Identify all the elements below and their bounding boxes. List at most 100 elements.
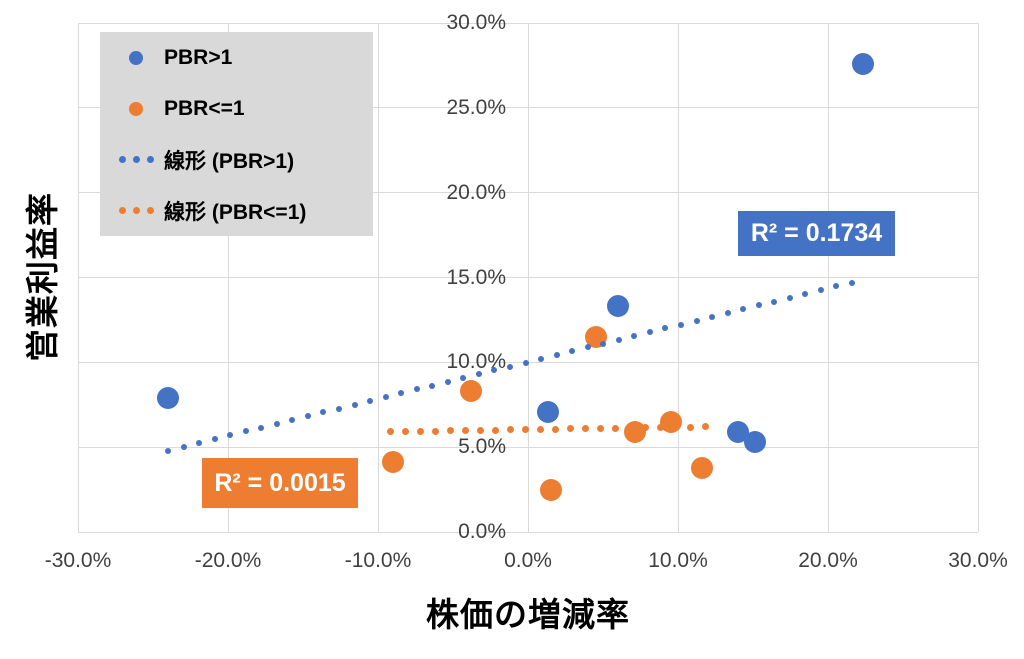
y-tick-label: 25.0%	[446, 95, 506, 119]
scatter-point-pbr-gt1	[851, 52, 874, 75]
scatter-point-pbr-gt1	[743, 431, 766, 454]
h-gridline	[78, 192, 978, 194]
trendline-dot-pbr-le1	[641, 424, 649, 432]
scatter-point-pbr-gt1	[157, 386, 179, 409]
trendline-dot-pbr-le1	[416, 427, 424, 435]
y-tick-label: 15.0%	[446, 265, 506, 289]
h-gridline	[78, 277, 978, 278]
y-axis-title: 営業利益率	[24, 192, 61, 362]
trendline-dot-pbr-le1	[566, 425, 574, 433]
trendline-dot-pbr-le1	[536, 425, 544, 433]
trendline-dot-pbr-le1	[626, 424, 634, 432]
legend-item-2: 線形 (PBR>1)	[100, 134, 373, 185]
trendline-dot-pbr-gt1	[786, 294, 793, 301]
trendline-dot-pbr-gt1	[336, 405, 342, 412]
trendline-dot-pbr-gt1	[833, 283, 840, 290]
trendline-dot-pbr-gt1	[180, 443, 187, 450]
trendline-dot-pbr-le1	[401, 428, 409, 436]
trendline-dot-pbr-gt1	[460, 375, 467, 382]
trendline-dot-pbr-gt1	[709, 313, 716, 320]
trendline-dot-pbr-le1	[671, 423, 679, 431]
trendline-dot-pbr-gt1	[242, 428, 249, 435]
trendline-dot-pbr-gt1	[491, 367, 498, 374]
x-tick-label: 20.0%	[798, 549, 858, 572]
trendline-dot-pbr-gt1	[273, 420, 280, 427]
r2-label-pbr-le1: R² = 0.0015	[202, 458, 358, 508]
x-tick-label: 0.0%	[504, 549, 552, 572]
h-gridline	[78, 446, 978, 448]
legend-marker-dot	[118, 156, 126, 163]
trendline-dot-pbr-le1	[506, 426, 514, 434]
trendline-dot-pbr-gt1	[755, 302, 762, 309]
legend-marker-dot	[129, 101, 143, 116]
trendline-dot-pbr-le1	[476, 426, 484, 434]
trendline-dot-pbr-gt1	[678, 321, 684, 328]
trendline-dot-pbr-le1	[461, 427, 469, 435]
trendline-dot-pbr-gt1	[662, 325, 669, 332]
legend-item-3: 線形 (PBR<=1)	[100, 185, 373, 236]
h-gridline	[78, 107, 978, 109]
trendline-dot-pbr-gt1	[569, 348, 576, 355]
trendline-dot-pbr-gt1	[367, 397, 374, 404]
legend-item-0: PBR>1	[100, 32, 373, 83]
legend-marker-dot	[129, 50, 143, 65]
x-tick-label: -10.0%	[344, 549, 412, 572]
scatter-point-pbr-le1	[460, 380, 482, 403]
trendline-dot-pbr-gt1	[258, 424, 265, 431]
trendline-dot-pbr-gt1	[817, 287, 824, 294]
scatter-point-pbr-gt1	[536, 400, 559, 423]
legend-circle-marker	[108, 50, 164, 65]
x-axis-title: 株価の増減率	[426, 596, 630, 633]
trendline-dot-pbr-gt1	[693, 317, 700, 324]
y-tick-label: 10.0%	[446, 350, 506, 374]
trendline-dot-pbr-gt1	[771, 298, 778, 305]
y-tick-label: 0.0%	[458, 520, 506, 543]
trendline-dot-pbr-gt1	[165, 447, 171, 454]
trendline-dot-pbr-gt1	[600, 340, 607, 347]
x-tick-label: 10.0%	[648, 549, 708, 572]
trendline-dot-pbr-gt1	[304, 413, 311, 420]
legend-label: PBR<=1	[164, 96, 245, 120]
trendline-dot-pbr-le1	[521, 426, 529, 434]
trendline-dot-pbr-le1	[431, 427, 439, 435]
legend-dotted-line-marker	[108, 207, 164, 214]
h-gridline	[78, 22, 978, 24]
trendline-dot-pbr-gt1	[802, 291, 809, 298]
trendline-dot-pbr-gt1	[211, 436, 218, 443]
trendline-dot-pbr-gt1	[740, 306, 747, 313]
legend-marker-dot	[132, 207, 140, 214]
legend-marker-dot	[146, 156, 154, 163]
trendline-dot-pbr-gt1	[320, 409, 327, 416]
legend-marker-dot	[146, 207, 154, 214]
legend-circle-marker	[108, 101, 164, 116]
x-tick-label: 30.0%	[948, 549, 1008, 572]
trendline-dot-pbr-le1	[656, 424, 664, 432]
trendline-dot-pbr-le1	[596, 425, 604, 432]
legend-label: 線形 (PBR>1)	[164, 149, 295, 173]
trendline-dot-pbr-gt1	[351, 401, 358, 408]
y-tick-label: 20.0%	[446, 180, 506, 204]
scatter-point-pbr-le1	[539, 478, 562, 501]
trendline-dot-pbr-gt1	[398, 390, 405, 397]
trendline-dot-pbr-gt1	[584, 344, 591, 351]
y-tick-label: 30.0%	[446, 11, 506, 34]
trendline-dot-pbr-gt1	[227, 432, 234, 439]
legend: PBR>1 PBR<=1 線形 (PBR>1) 線形 (PBR<=1)	[100, 32, 373, 236]
trendline-dot-pbr-gt1	[615, 336, 622, 343]
trendline-dot-pbr-gt1	[646, 329, 653, 336]
trendline-dot-pbr-gt1	[522, 359, 529, 366]
trendline-dot-pbr-le1	[611, 424, 619, 432]
trendline-dot-pbr-gt1	[538, 355, 545, 362]
trendline-dot-pbr-le1	[581, 425, 589, 433]
trendline-dot-pbr-le1	[386, 428, 394, 436]
trendline-dot-pbr-gt1	[507, 363, 513, 370]
trendline-dot-pbr-gt1	[196, 439, 203, 446]
y-tick-label: 5.0%	[458, 435, 506, 459]
trendline-dot-pbr-le1	[446, 427, 454, 435]
trendline-dot-pbr-gt1	[382, 394, 389, 401]
trendline-dot-pbr-le1	[491, 426, 499, 434]
trendline-dot-pbr-le1	[701, 423, 709, 431]
trendline-dot-pbr-gt1	[413, 386, 420, 393]
trendline-dot-pbr-gt1	[429, 382, 436, 389]
legend-marker-dot	[132, 156, 140, 163]
